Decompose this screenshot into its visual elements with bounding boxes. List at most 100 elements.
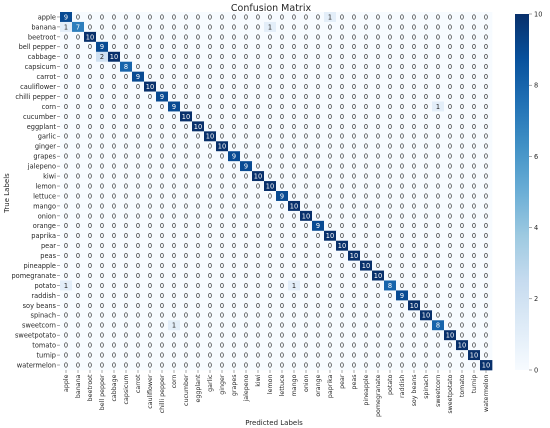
heatmap-cell <box>432 51 445 63</box>
heatmap-cell <box>264 200 277 212</box>
heatmap-cell <box>228 230 241 242</box>
x-tick-label: carrot <box>135 374 142 393</box>
cell-value: 0 <box>112 63 116 71</box>
heatmap-cell <box>300 71 313 82</box>
heatmap-cell <box>156 101 169 112</box>
cell-value: 0 <box>412 322 416 330</box>
cell-value: 0 <box>460 222 464 230</box>
cell-value: 0 <box>292 232 296 240</box>
heatmap-cell <box>432 71 445 82</box>
cell-value: 0 <box>184 322 188 330</box>
cell-value: 0 <box>400 222 404 230</box>
cell-value: 0 <box>424 342 428 350</box>
cell-value: 0 <box>136 23 140 31</box>
heatmap-cell <box>252 41 265 53</box>
heatmap-cell <box>276 200 289 212</box>
heatmap-cell <box>336 220 349 232</box>
cell-value: 0 <box>340 113 344 121</box>
cell-value: 0 <box>340 93 344 101</box>
cell-value: 0 <box>472 312 476 320</box>
cell-value: 1 <box>328 13 332 21</box>
heatmap-cell <box>228 340 241 351</box>
cell-value: 0 <box>112 342 116 350</box>
heatmap-cell <box>480 280 493 291</box>
heatmap-cell <box>240 41 253 53</box>
heatmap-cell <box>204 310 217 321</box>
heatmap-cell <box>240 81 253 92</box>
cell-value: 0 <box>232 222 236 230</box>
heatmap-cell <box>252 51 265 63</box>
cell-value: 0 <box>340 143 344 151</box>
heatmap-cell <box>216 320 229 331</box>
cell-value: 0 <box>484 202 488 210</box>
cell-value: 0 <box>424 163 428 171</box>
cell-value: 0 <box>148 113 152 121</box>
heatmap-cell <box>288 161 301 172</box>
heatmap-cell <box>132 210 145 222</box>
heatmap-cell <box>180 360 193 371</box>
cell-value: 0 <box>412 361 416 369</box>
heatmap-cell <box>468 111 481 122</box>
cell-value: 0 <box>148 222 152 230</box>
cell-value: 0 <box>100 262 104 270</box>
cell-value: 0 <box>184 73 188 81</box>
cell-value: 0 <box>244 222 248 230</box>
cell-value: 0 <box>184 242 188 250</box>
cell-value: 0 <box>448 43 452 51</box>
cell-value: 0 <box>220 202 224 210</box>
heatmap-cell <box>60 191 73 202</box>
cell-value: 0 <box>340 43 344 51</box>
heatmap-cell <box>204 250 217 261</box>
cell-value: 0 <box>112 163 116 171</box>
heatmap-cell <box>120 171 133 182</box>
heatmap-cell <box>96 220 109 232</box>
cell-value: 0 <box>460 123 464 131</box>
heatmap-cell <box>372 111 385 122</box>
cell-value: 0 <box>88 202 92 210</box>
cell-value: 0 <box>280 23 284 31</box>
heatmap-cell <box>168 111 181 122</box>
cell-value: 0 <box>472 123 476 131</box>
cell-value: 0 <box>112 33 116 41</box>
heatmap-cell <box>228 270 241 281</box>
cell-value: 0 <box>184 192 188 200</box>
cell-value: 0 <box>220 252 224 260</box>
heatmap-cell <box>240 270 253 281</box>
cell-value: 0 <box>280 282 284 290</box>
cell-value: 0 <box>424 123 428 131</box>
heatmap-cell <box>156 250 169 261</box>
cell-value: 0 <box>460 192 464 200</box>
cell-value: 0 <box>484 43 488 51</box>
cell-value: 0 <box>244 312 248 320</box>
heatmap-cell <box>240 181 253 192</box>
x-tick-label: cucumber <box>183 374 190 406</box>
y-tick-label: sweetpotato <box>15 332 56 340</box>
cell-value: 0 <box>232 282 236 290</box>
heatmap-cell <box>348 12 361 23</box>
heatmap-cell <box>288 210 301 222</box>
heatmap-cell <box>336 250 349 261</box>
heatmap-cell <box>144 280 157 291</box>
heatmap-cell <box>360 12 373 23</box>
heatmap-cell <box>288 151 301 162</box>
cell-value: 0 <box>292 23 296 31</box>
cell-value: 0 <box>136 53 140 61</box>
cell-value: 0 <box>304 272 308 280</box>
heatmap-cell <box>240 51 253 63</box>
cell-value: 0 <box>304 361 308 369</box>
cell-value: 0 <box>184 232 188 240</box>
heatmap-cell <box>444 340 457 351</box>
heatmap-cell <box>216 200 229 212</box>
y-tick-label: corn <box>42 103 56 111</box>
heatmap-cell <box>372 71 385 82</box>
heatmap-cell <box>456 330 469 341</box>
heatmap-cell <box>312 71 325 82</box>
heatmap-cell <box>384 280 397 291</box>
cell-value: 0 <box>316 312 320 320</box>
heatmap-cell <box>456 340 469 351</box>
cell-value: 0 <box>76 93 80 101</box>
cell-value: 0 <box>364 93 368 101</box>
heatmap-cell <box>84 151 97 162</box>
cell-value: 0 <box>388 302 392 310</box>
heatmap-cell <box>156 181 169 192</box>
